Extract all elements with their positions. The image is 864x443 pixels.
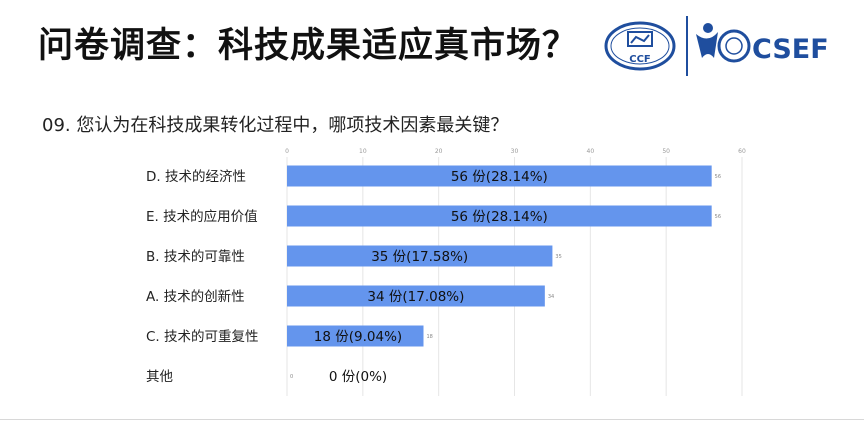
x-tick-label: 40 (587, 148, 595, 155)
bar (287, 245, 553, 267)
x-tick-label: 60 (738, 148, 746, 155)
category-label: E. 技术的应用价值 (146, 208, 258, 225)
bar (287, 205, 712, 227)
data-label: 0 份(0%) (329, 369, 387, 385)
bar-end-value: 18 (427, 334, 433, 340)
data-label: 35 份(17.58%) (371, 249, 468, 265)
data-label: 34 份(17.08%) (367, 289, 464, 305)
logo-area: CCF CSEF (598, 10, 858, 80)
x-tick-label: 50 (662, 148, 670, 155)
ccf-logo-text: CCF (629, 54, 651, 65)
category-label: A. 技术的创新性 (146, 289, 245, 305)
logo-divider (686, 16, 688, 76)
slide-title: 问卷调查：科技成果适应真市场？ (38, 26, 579, 66)
question-text: 09. 您认为在科技成果转化过程中，哪项技术因素最关键？ (42, 115, 509, 136)
bar (287, 325, 424, 347)
bar-end-value: 35 (555, 254, 561, 260)
x-tick-label: 10 (359, 148, 367, 155)
category-label: D. 技术的经济性 (146, 169, 246, 185)
bottom-divider (0, 419, 864, 420)
x-tick-label: 0 (285, 148, 289, 155)
logo-svg: CCF CSEF (604, 16, 829, 76)
csef-logo: CSEF (696, 23, 829, 65)
bar-end-value: 0 (290, 374, 293, 380)
bar-end-value: 34 (548, 294, 554, 300)
x-tick-label: 20 (435, 148, 443, 155)
csef-logo-text: CSEF (752, 34, 829, 65)
data-label: 56 份(28.14%) (451, 209, 548, 225)
category-label: C. 技术的可重复性 (146, 328, 259, 345)
bar (287, 285, 545, 307)
x-tick-label: 30 (511, 148, 519, 155)
ccf-logo: CCF (604, 21, 676, 71)
category-label: 其他 (146, 369, 173, 385)
data-label: 18 份(9.04%) (314, 329, 402, 345)
bar (287, 165, 712, 187)
bar-end-value: 56 (715, 174, 721, 180)
category-label: B. 技术的可靠性 (146, 249, 245, 265)
data-label: 56 份(28.14%) (451, 169, 548, 185)
bar-end-value: 56 (715, 214, 721, 220)
